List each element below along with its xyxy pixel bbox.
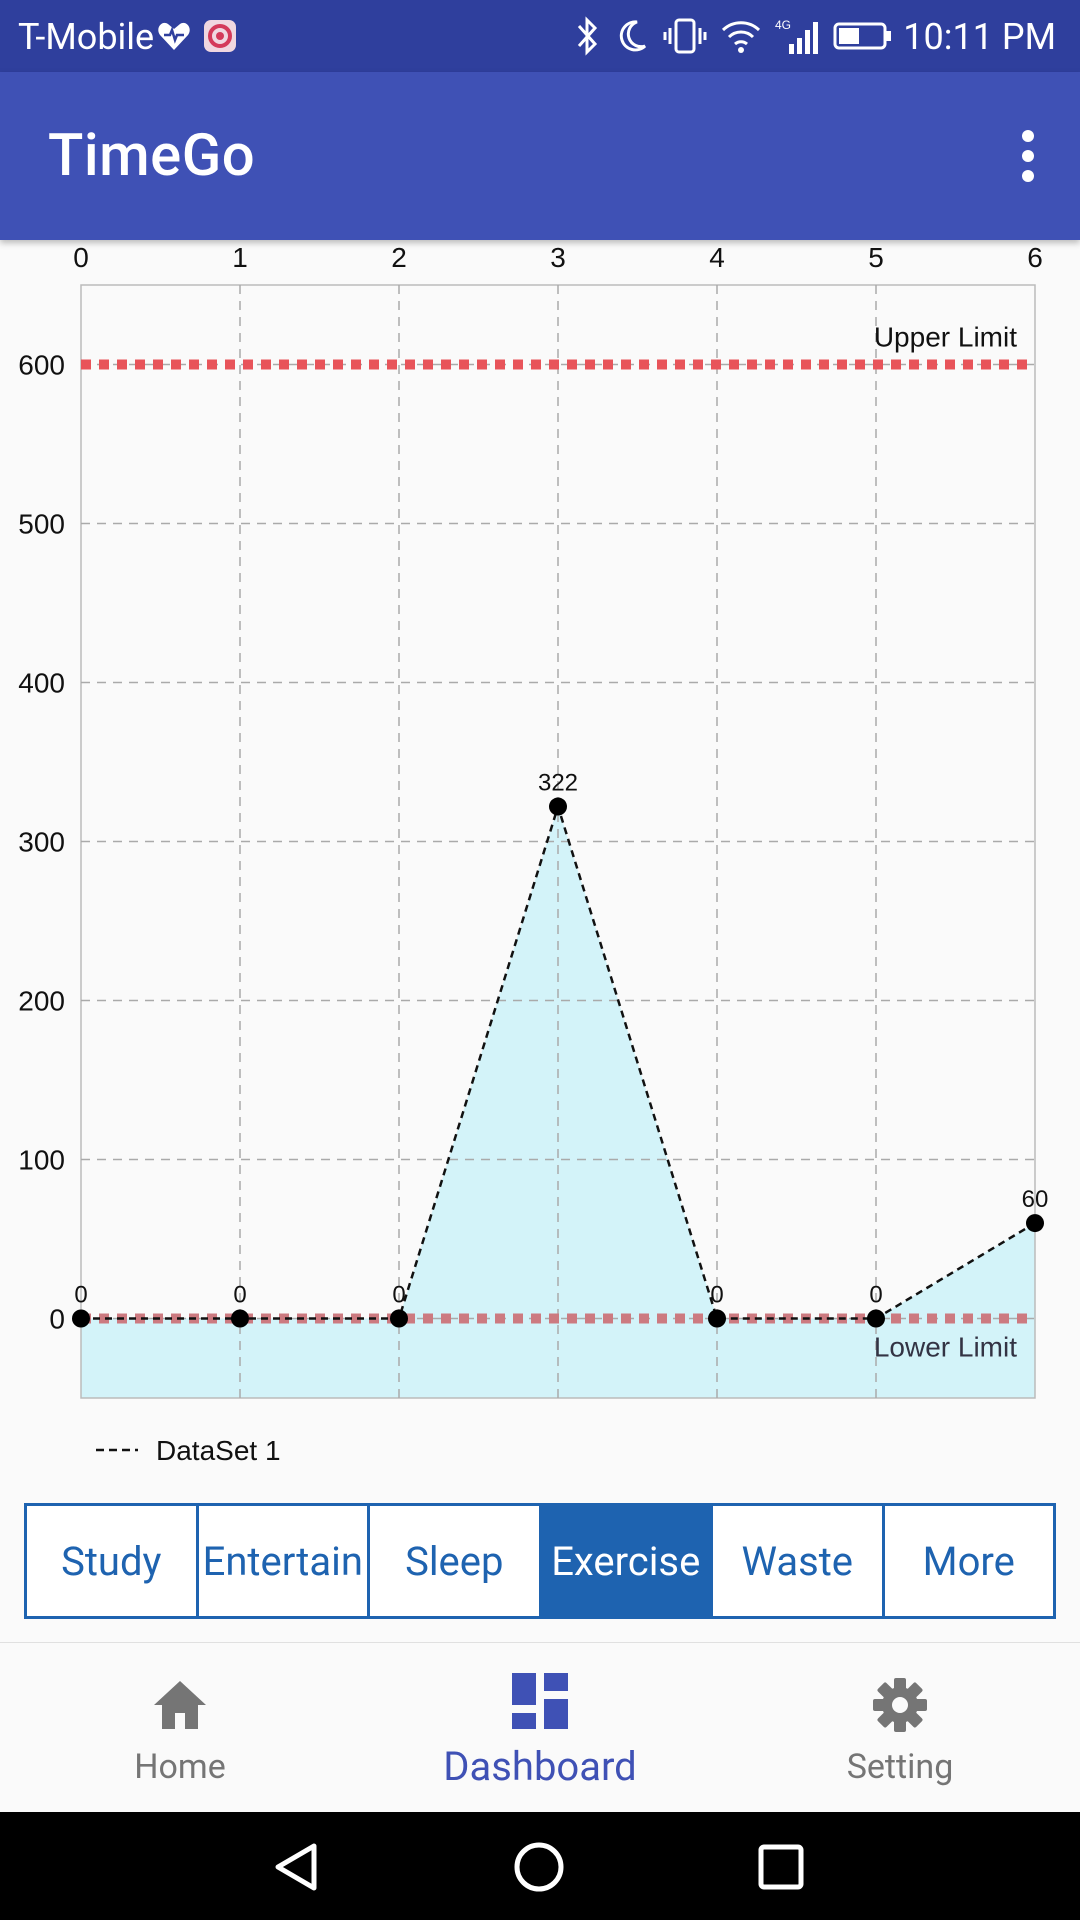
app-notification-icon bbox=[204, 20, 236, 52]
x-tick-label: 3 bbox=[550, 242, 566, 273]
x-tick-label: 1 bbox=[232, 242, 248, 273]
tab-more[interactable]: More bbox=[884, 1506, 1053, 1616]
y-tick-label: 0 bbox=[49, 1304, 65, 1335]
dashboard-icon bbox=[512, 1673, 568, 1729]
tab-sleep[interactable]: Sleep bbox=[370, 1506, 542, 1616]
gear-icon bbox=[873, 1678, 927, 1732]
overflow-menu-icon[interactable] bbox=[1016, 128, 1040, 184]
app-bar: TimeGo bbox=[0, 72, 1080, 240]
tab-waste[interactable]: Waste bbox=[713, 1506, 885, 1616]
legend-label: DataSet 1 bbox=[156, 1435, 281, 1466]
y-tick-label: 500 bbox=[18, 509, 65, 540]
app-title: TimeGo bbox=[48, 122, 256, 190]
home-icon bbox=[154, 1681, 206, 1729]
data-point bbox=[867, 1309, 885, 1328]
data-label: 0 bbox=[869, 1282, 882, 1309]
battery-icon bbox=[833, 22, 891, 50]
y-tick-label: 200 bbox=[18, 986, 65, 1017]
carrier-label: T-Mobile bbox=[18, 16, 155, 58]
data-label: 0 bbox=[392, 1282, 405, 1309]
y-tick-label: 600 bbox=[18, 350, 65, 381]
tab-exercise[interactable]: Exercise bbox=[541, 1506, 713, 1616]
vibrate-icon bbox=[663, 18, 707, 54]
system-navigation-bar bbox=[0, 1812, 1080, 1920]
status-bar: T-Mobile 4G bbox=[0, 0, 1080, 72]
category-tabs: Study Entertain Sleep Exercise Waste More bbox=[24, 1503, 1056, 1619]
data-label: 0 bbox=[74, 1282, 87, 1309]
wifi-icon bbox=[721, 21, 761, 53]
x-tick-label: 5 bbox=[868, 242, 884, 273]
data-label: 0 bbox=[710, 1282, 723, 1309]
back-icon[interactable] bbox=[272, 1842, 322, 1892]
nav-home-label: Home bbox=[134, 1747, 226, 1787]
data-point bbox=[1026, 1214, 1044, 1233]
network-type-label: 4G bbox=[775, 18, 791, 32]
system-icons: 4G bbox=[575, 16, 893, 56]
signal-icon: 4G bbox=[775, 18, 818, 54]
tab-entertain[interactable]: Entertain bbox=[198, 1506, 370, 1616]
y-tick-label: 400 bbox=[18, 668, 65, 699]
home-circle-icon[interactable] bbox=[512, 1840, 566, 1894]
nav-home[interactable]: Home bbox=[0, 1643, 360, 1813]
nav-dashboard-label: Dashboard bbox=[443, 1743, 637, 1790]
x-tick-label: 6 bbox=[1027, 242, 1043, 273]
tab-study[interactable]: Study bbox=[27, 1506, 199, 1616]
nav-setting[interactable]: Setting bbox=[720, 1643, 1080, 1813]
recents-icon[interactable] bbox=[756, 1842, 806, 1892]
bluetooth-icon bbox=[577, 16, 598, 56]
data-point bbox=[708, 1309, 726, 1328]
limit-line-label: Upper Limit bbox=[874, 322, 1017, 353]
x-tick-label: 2 bbox=[391, 242, 407, 273]
moon-icon bbox=[619, 20, 647, 52]
bottom-navigation: Home Dashboard Setting bbox=[0, 1642, 1080, 1813]
data-label: 322 bbox=[538, 770, 578, 797]
data-label: 60 bbox=[1022, 1186, 1049, 1213]
nav-setting-label: Setting bbox=[846, 1747, 954, 1787]
data-point bbox=[72, 1309, 90, 1328]
data-point bbox=[231, 1309, 249, 1328]
y-tick-label: 100 bbox=[18, 1145, 65, 1176]
notification-icons bbox=[156, 18, 238, 54]
x-tick-label: 0 bbox=[73, 242, 89, 273]
data-point bbox=[549, 797, 567, 816]
data-label: 0 bbox=[233, 1282, 246, 1309]
data-point bbox=[390, 1309, 408, 1328]
x-tick-label: 4 bbox=[709, 242, 725, 273]
limit-line-label: Lower Limit bbox=[874, 1332, 1017, 1363]
heart-icon bbox=[158, 22, 190, 50]
y-tick-label: 300 bbox=[18, 827, 65, 858]
nav-dashboard[interactable]: Dashboard bbox=[360, 1643, 720, 1813]
clock: 10:11 PM bbox=[903, 16, 1056, 58]
